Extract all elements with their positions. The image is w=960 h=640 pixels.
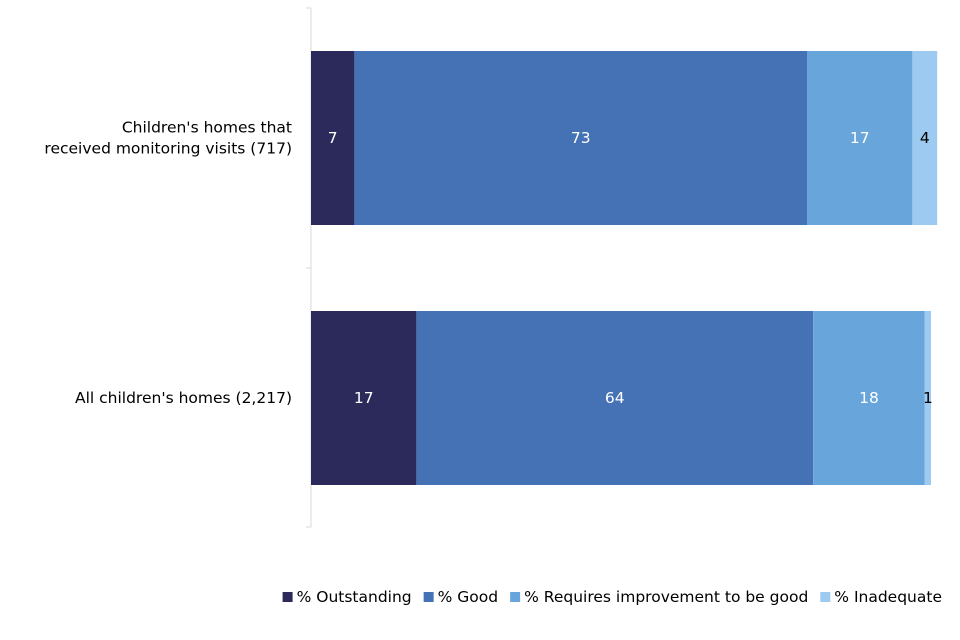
bar-segment: [912, 51, 938, 225]
category-labels: Children's homes that received monitoring…: [44, 119, 292, 408]
legend-swatch: [282, 592, 293, 602]
bar-segment: [924, 311, 931, 485]
data-label: 7: [328, 129, 338, 147]
axis-layer: [306, 7, 312, 528]
legend-label: % Outstanding: [297, 588, 412, 606]
legend-label: % Requires improvement to be good: [524, 588, 808, 606]
legend-swatch: [510, 592, 521, 602]
category-label: received monitoring visits (717): [44, 140, 292, 158]
legend-swatch: [820, 592, 831, 602]
data-label: 4: [920, 129, 930, 147]
data-label: 64: [605, 389, 625, 407]
data-label: 17: [354, 389, 374, 407]
bar-segment: [813, 311, 925, 485]
legend-item: % Requires improvement to be good: [510, 588, 808, 606]
legend-item: % Inadequate: [820, 588, 942, 606]
legend-swatch: [423, 592, 434, 602]
legend: % Outstanding % Good % Requires improvemen…: [282, 588, 942, 606]
bars-layer: 7 73 17 4 17 64 18 1: [311, 51, 938, 485]
legend-item: % Outstanding: [282, 588, 412, 606]
bar-segment: [807, 51, 913, 225]
category-label: Children's homes that: [122, 119, 292, 137]
bar-segment: [311, 311, 417, 485]
legend-item: % Good: [423, 588, 498, 606]
legend-label: % Good: [438, 588, 498, 606]
data-label: 18: [859, 389, 879, 407]
bar-segment: [354, 51, 807, 225]
legend-label: % Inadequate: [834, 588, 942, 606]
data-label: 1: [923, 389, 933, 407]
data-label: 17: [850, 129, 870, 147]
bar-segment: [311, 51, 355, 225]
category-label: All children's homes (2,217): [75, 389, 292, 407]
data-label: 73: [571, 129, 591, 147]
bar-segment: [416, 311, 814, 485]
